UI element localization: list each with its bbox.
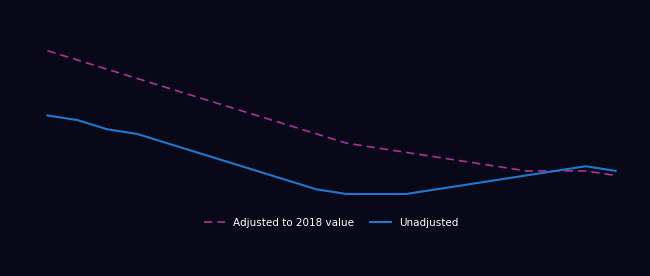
- Legend: Adjusted to 2018 value, Unadjusted: Adjusted to 2018 value, Unadjusted: [200, 213, 463, 232]
